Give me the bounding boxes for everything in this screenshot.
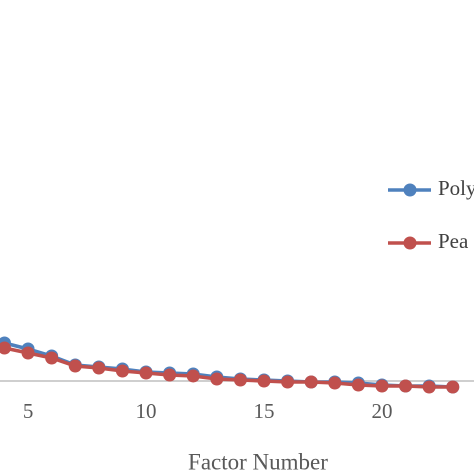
x-tick-label: 20 [371, 399, 392, 423]
data-point [399, 379, 413, 393]
data-point [163, 368, 177, 382]
data-point [45, 351, 59, 365]
data-point [186, 369, 200, 383]
x-tick-label: 10 [136, 399, 157, 423]
data-point [304, 375, 318, 389]
legend-label: Poly [438, 176, 474, 200]
data-point [233, 373, 247, 387]
data-point [21, 346, 35, 360]
data-point [92, 361, 106, 375]
data-point [375, 379, 389, 393]
data-point [422, 380, 436, 394]
data-point [0, 341, 11, 355]
data-point [115, 364, 129, 378]
data-point [351, 378, 365, 392]
data-point [257, 374, 271, 388]
legend-marker [403, 183, 417, 197]
data-point [446, 380, 460, 394]
legend-label: Pea [438, 229, 469, 253]
x-tick-label: 5 [23, 399, 34, 423]
x-tick-label: 15 [254, 399, 275, 423]
data-point [328, 376, 342, 390]
x-axis-title: Factor Number [188, 449, 328, 474]
data-point [210, 372, 224, 386]
data-point [139, 366, 153, 380]
legend-marker [403, 236, 417, 250]
data-point [281, 375, 295, 389]
data-point [68, 359, 82, 373]
